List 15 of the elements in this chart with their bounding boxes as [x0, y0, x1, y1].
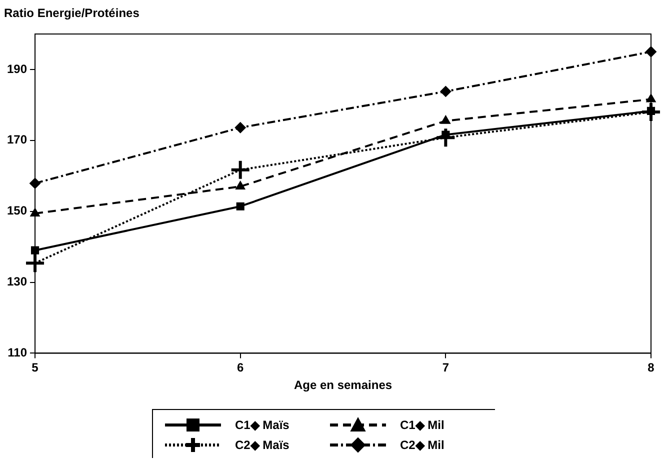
x-tick-label: 5: [32, 360, 39, 375]
y-tick-label: 110: [8, 346, 28, 360]
x-tick-label: 6: [237, 360, 244, 375]
y-tick-label: 190: [6, 62, 28, 76]
legend-label: C2◆ Mil: [400, 438, 444, 452]
x-tick-label: 8: [648, 360, 655, 375]
x-axis-title: Age en semaines: [294, 378, 392, 392]
y-axis-title: Ratio Energie/Protéines: [4, 6, 140, 20]
legend-label: C1◆ Maïs: [235, 418, 290, 432]
x-tick-label: 7: [442, 360, 450, 375]
legend-label: C2◆ Maïs: [235, 438, 290, 452]
y-tick-label: 150: [6, 204, 28, 218]
legend-label: C1◆ Mil: [400, 418, 444, 432]
y-tick-label: 170: [6, 132, 28, 147]
y-tick-label: 130: [6, 274, 28, 289]
